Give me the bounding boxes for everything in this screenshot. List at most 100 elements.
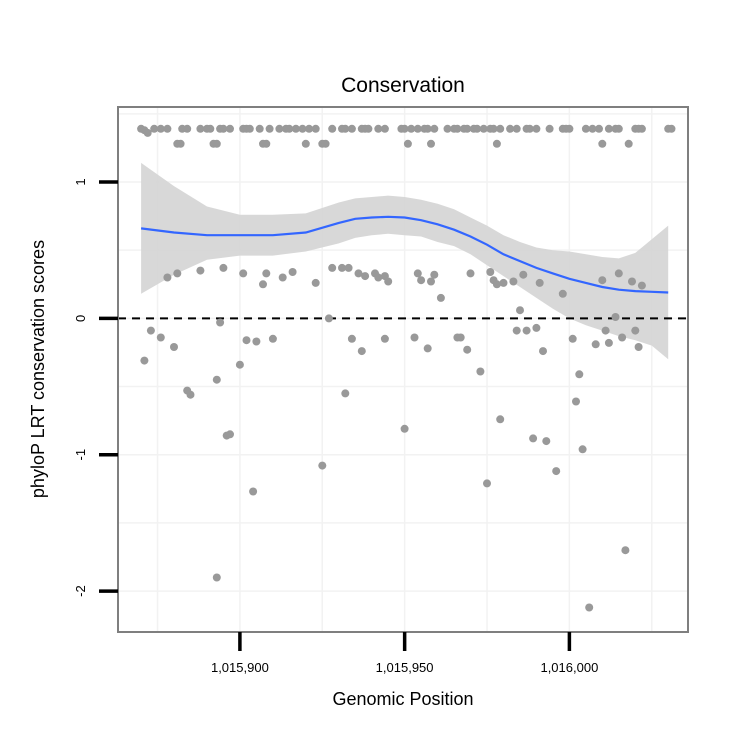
data-point-53 (443, 124, 452, 133)
data-point-170 (618, 333, 627, 342)
data-point-92 (173, 269, 182, 278)
data-point-160 (572, 397, 580, 406)
data-point-59 (473, 124, 482, 133)
data-point-20 (245, 124, 254, 133)
data-point-164 (591, 340, 600, 349)
data-point-153 (532, 323, 541, 332)
data-point-139 (466, 269, 475, 278)
data-point-109 (268, 334, 277, 343)
data-point-175 (637, 281, 646, 290)
data-point-77 (598, 139, 607, 148)
data-point-142 (486, 268, 495, 276)
data-point-50 (423, 124, 432, 133)
data-point-91 (170, 343, 178, 351)
data-point-66 (512, 124, 521, 133)
data-point-120 (354, 269, 363, 278)
data-point-105 (249, 487, 258, 496)
data-point-159 (568, 334, 577, 343)
data-point-151 (522, 326, 531, 335)
data-point-166 (601, 326, 610, 335)
data-point-117 (341, 389, 350, 398)
y-tick-label-3: 1 (73, 178, 88, 185)
data-point-172 (628, 277, 636, 286)
chart-title: Conservation (341, 74, 465, 97)
data-point-165 (598, 276, 607, 285)
data-point-122 (361, 272, 370, 281)
data-point-89 (156, 333, 165, 342)
data-point-57 (463, 124, 472, 133)
data-point-138 (463, 345, 472, 354)
data-point-163 (585, 603, 594, 612)
data-point-103 (239, 269, 248, 278)
data-point-47 (407, 124, 416, 133)
data-point-174 (634, 343, 643, 351)
data-point-173 (631, 326, 640, 335)
data-point-95 (196, 266, 205, 275)
data-point-129 (410, 333, 419, 342)
data-point-121 (357, 347, 366, 356)
data-point-52 (430, 124, 439, 133)
data-point-48 (413, 124, 422, 133)
y-tick-label-1: -1 (73, 449, 88, 461)
data-point-65 (506, 124, 515, 133)
smooth-trend-line (140, 215, 669, 294)
data-point-69 (532, 124, 541, 133)
x-tick-label-1: 1,015,950 (376, 660, 434, 675)
data-point-35 (328, 124, 337, 133)
data-point-168 (611, 313, 620, 321)
data-point-148 (512, 326, 521, 335)
data-point-162 (578, 445, 587, 454)
data-point-75 (588, 124, 597, 133)
data-point-137 (456, 333, 465, 342)
data-point-12 (206, 124, 215, 133)
panel-background (118, 107, 688, 632)
data-point-34 (321, 139, 330, 148)
y-axis: -2 -1 0 1 (73, 178, 118, 597)
data-point-106 (252, 337, 261, 346)
data-point-99 (219, 263, 228, 272)
data-point-88 (146, 326, 155, 335)
data-point-113 (318, 461, 327, 470)
data-point-157 (552, 467, 561, 476)
data-point-126 (380, 334, 389, 343)
data-point-146 (499, 278, 508, 287)
data-point-68 (525, 124, 534, 133)
data-point-38 (347, 124, 356, 133)
plot-panel (117, 106, 689, 633)
data-point-31 (305, 124, 314, 133)
data-point-78 (604, 124, 613, 133)
data-point-169 (614, 269, 623, 278)
data-point-161 (575, 370, 584, 379)
data-point-150 (519, 270, 528, 279)
data-point-42 (374, 124, 383, 133)
data-point-64 (496, 124, 505, 133)
data-point-43 (380, 124, 389, 133)
x-axis: 1,015,900 1,015,950 1,016,000 (211, 632, 598, 675)
data-point-124 (374, 273, 383, 282)
data-point-107 (259, 280, 267, 289)
data-point-76 (595, 124, 603, 133)
data-point-24 (265, 124, 274, 133)
data-point-60 (479, 124, 488, 133)
data-point-84 (637, 124, 646, 133)
data-point-23 (262, 139, 271, 148)
data-point-152 (529, 434, 538, 443)
data-point-134 (430, 270, 439, 279)
confidence-ribbon (141, 162, 669, 360)
data-point-87 (140, 356, 149, 365)
data-point-90 (163, 273, 172, 282)
data-point-110 (278, 273, 287, 282)
data-point-3 (150, 124, 159, 133)
data-point-130 (413, 269, 422, 278)
data-point-119 (347, 334, 356, 343)
data-point-133 (427, 277, 435, 286)
data-point-29 (298, 124, 307, 133)
data-point-45 (400, 124, 409, 133)
data-point-131 (417, 276, 426, 285)
data-point-154 (535, 278, 544, 287)
data-point-116 (338, 263, 346, 272)
data-point-17 (226, 124, 234, 133)
y-tick-label-0: -2 (73, 585, 88, 597)
data-point-145 (496, 415, 505, 424)
data-point-141 (483, 479, 491, 488)
